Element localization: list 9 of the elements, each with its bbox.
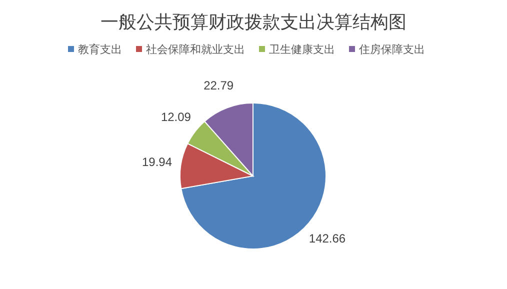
legend-label: 教育支出 xyxy=(78,43,122,56)
chart-title: 一般公共预算财政拨款支出决算结构图 xyxy=(100,12,406,32)
data-label: 19.94 xyxy=(142,155,172,170)
legend-label: 住房保障支出 xyxy=(359,43,425,56)
data-label: 22.79 xyxy=(204,78,234,92)
legend-label: 社会保障和就业支出 xyxy=(146,43,245,56)
data-label: 12.09 xyxy=(160,110,192,124)
data-label: 142.66 xyxy=(308,231,346,246)
legend-label: 卫生健康支出 xyxy=(269,43,335,56)
